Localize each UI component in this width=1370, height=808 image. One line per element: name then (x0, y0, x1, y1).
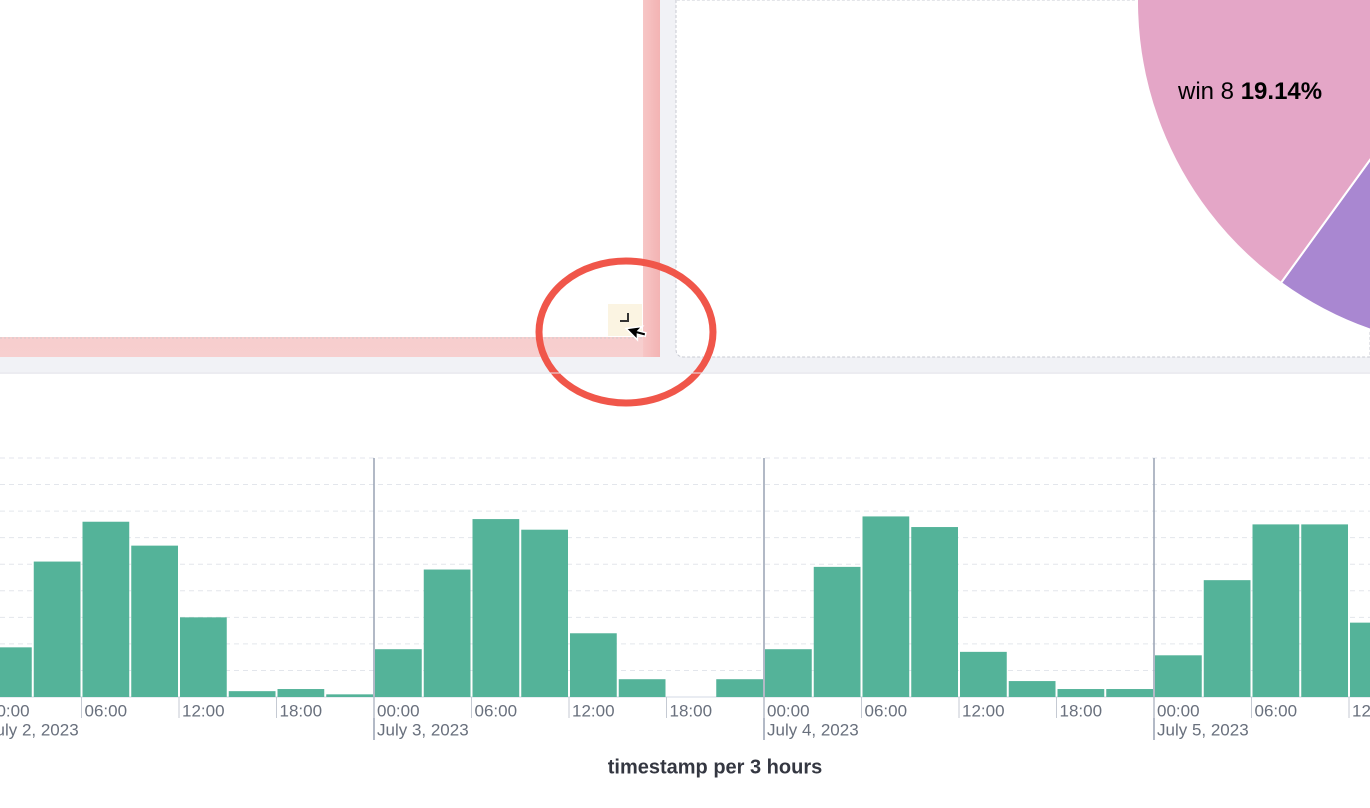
highlight-circle (535, 257, 717, 407)
bar (1252, 524, 1300, 697)
x-tick-label: 18:00 (670, 701, 713, 720)
pie-label: win 8 19.14% (1177, 78, 1322, 105)
x-tick-label: 12:00 (182, 701, 225, 720)
bar (1008, 681, 1056, 697)
x-tick-label: 18:00 (1060, 701, 1103, 720)
pie-chart (1136, 0, 1370, 331)
bar (618, 679, 666, 697)
bar (131, 545, 178, 697)
bar (1057, 689, 1105, 697)
resize-highlight-right (643, 0, 660, 357)
bar (1203, 580, 1251, 697)
bar (82, 521, 130, 697)
x-tick-label: 18:00 (280, 701, 323, 720)
x-tick-label: 00:00 (767, 701, 810, 720)
bar (1106, 689, 1153, 697)
bar (228, 691, 276, 697)
bar (960, 651, 1007, 697)
x-date-label: July 3, 2023 (377, 720, 469, 739)
bar (375, 649, 422, 697)
bar (180, 617, 227, 697)
left-panel[interactable] (0, 0, 643, 337)
pie-slice-other (1279, 158, 1370, 331)
bar (521, 529, 568, 697)
bar (716, 679, 763, 697)
bar (1350, 622, 1370, 697)
x-tick-label: 00:00 (377, 701, 420, 720)
x-tick-label: 12:00 (962, 701, 1005, 720)
x-tick-label: 06:00 (1255, 701, 1298, 720)
bar (0, 647, 32, 697)
bar (1301, 524, 1348, 697)
histogram: July 2, 2023 July 3, 2023 July 4, 2023 July… (0, 457, 1370, 740)
bar (423, 569, 471, 697)
bar (277, 689, 325, 697)
cursor (624, 325, 647, 342)
x-tick-label: 12:00 (572, 701, 615, 720)
x-tick-label: 06:00 (865, 701, 908, 720)
pie-category: win 8 (1177, 78, 1234, 105)
bar (1155, 655, 1202, 697)
x-axis-title: timestamp per 3 hours (608, 756, 823, 778)
x-tick-label: 06:00 (475, 701, 518, 720)
bar (33, 561, 81, 697)
pie-value-label: 19.14% (1241, 78, 1322, 105)
x-tick-label: 12:00 (1352, 701, 1370, 720)
bar (862, 516, 910, 697)
x-date-label: July 5, 2023 (1157, 720, 1249, 739)
bar (326, 694, 373, 697)
x-tick-label: 06:00 (85, 701, 128, 720)
bar (911, 527, 958, 697)
x-tick-label: 00:00 (0, 701, 30, 720)
x-date-label: July 2, 2023 (0, 720, 79, 739)
bar (570, 633, 617, 697)
x-date-label: July 4, 2023 (767, 720, 859, 739)
resize-glyph (620, 313, 629, 322)
bar (813, 566, 861, 697)
x-tick-label: 00:00 (1157, 701, 1200, 720)
bar (765, 649, 812, 697)
pie-slice (1136, 0, 1370, 285)
bar (472, 519, 520, 697)
